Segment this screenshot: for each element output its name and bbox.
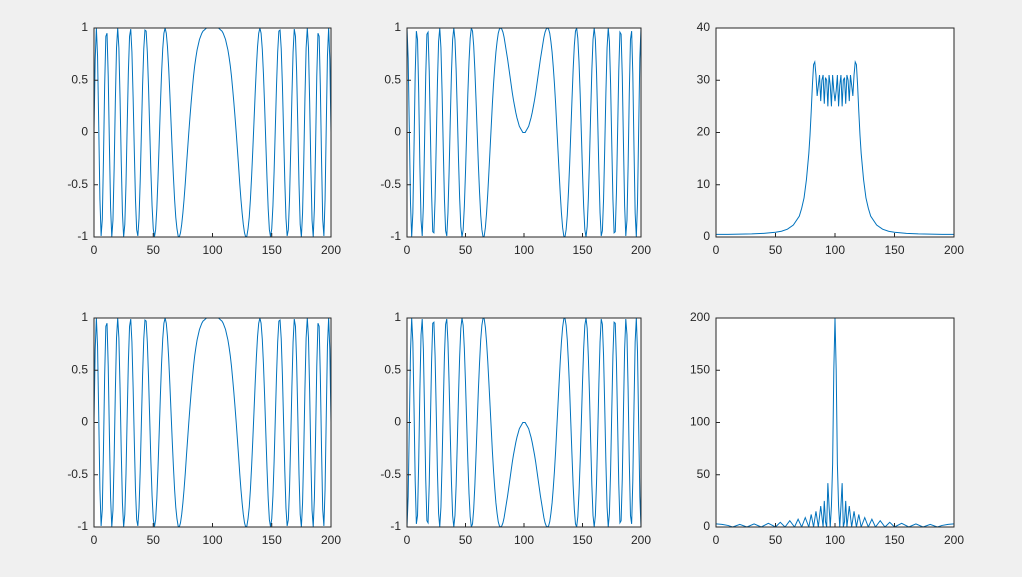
axes-background [94,318,331,527]
y-tick-label: 1 [81,20,88,34]
x-tick-label: 0 [404,533,411,547]
x-tick-label: 150 [572,533,592,547]
data-line [407,318,641,527]
x-tick-label: 200 [631,533,651,547]
x-tick-label: 150 [884,533,904,547]
data-line [407,28,641,237]
y-tick-label: 0.5 [384,362,401,376]
y-tick-label: -0.5 [67,467,88,481]
y-tick-label: 200 [690,310,710,324]
x-tick-label: 50 [459,243,473,257]
data-line [94,318,331,527]
y-tick-label: 0 [81,415,88,429]
x-tick-label: 100 [825,533,845,547]
y-tick-label: 30 [697,72,711,86]
y-tick-label: 0 [703,229,710,243]
x-tick-label: 100 [514,533,534,547]
x-tick-label: 100 [202,533,222,547]
x-tick-label: 100 [202,243,222,257]
y-tick-label: -1 [390,519,401,533]
x-tick-label: 150 [884,243,904,257]
x-tick-label: 200 [944,533,964,547]
y-tick-label: -0.5 [380,177,401,191]
y-tick-label: -1 [77,519,88,533]
x-tick-label: 200 [631,243,651,257]
y-tick-label: -1 [77,229,88,243]
x-tick-label: 0 [91,533,98,547]
y-tick-label: 0.5 [71,362,88,376]
axes-background [94,28,331,237]
x-tick-label: 150 [262,243,282,257]
y-tick-label: 0 [394,125,401,139]
x-tick-label: 0 [91,243,98,257]
x-tick-label: 150 [572,243,592,257]
x-tick-label: 200 [321,533,341,547]
x-tick-label: 200 [321,243,341,257]
y-tick-label: 1 [81,310,88,324]
x-tick-label: 50 [769,243,783,257]
y-tick-label: 10 [697,177,711,191]
y-tick-label: -0.5 [380,467,401,481]
x-tick-label: 0 [713,533,720,547]
axes-background [716,28,954,237]
y-tick-label: 40 [697,20,711,34]
y-tick-label: 1 [394,20,401,34]
x-tick-label: 50 [147,533,161,547]
y-tick-label: 0 [703,519,710,533]
x-tick-label: 50 [459,533,473,547]
y-tick-label: 150 [690,362,710,376]
x-tick-label: 0 [404,243,411,257]
x-tick-label: 0 [713,243,720,257]
y-tick-label: 0.5 [384,72,401,86]
x-tick-label: 50 [147,243,161,257]
y-tick-label: 0 [81,125,88,139]
x-tick-label: 200 [944,243,964,257]
y-tick-label: 50 [697,467,711,481]
data-line [716,60,954,235]
y-tick-label: 1 [394,310,401,324]
y-tick-label: -1 [390,229,401,243]
y-tick-label: 0 [394,415,401,429]
y-tick-label: 0.5 [71,72,88,86]
x-tick-label: 50 [769,533,783,547]
y-tick-label: -0.5 [67,177,88,191]
y-tick-label: 100 [690,415,710,429]
data-line [94,28,331,237]
x-tick-label: 150 [262,533,282,547]
x-tick-label: 100 [825,243,845,257]
axes-background [716,318,954,527]
y-tick-label: 20 [697,125,711,139]
x-tick-label: 100 [514,243,534,257]
